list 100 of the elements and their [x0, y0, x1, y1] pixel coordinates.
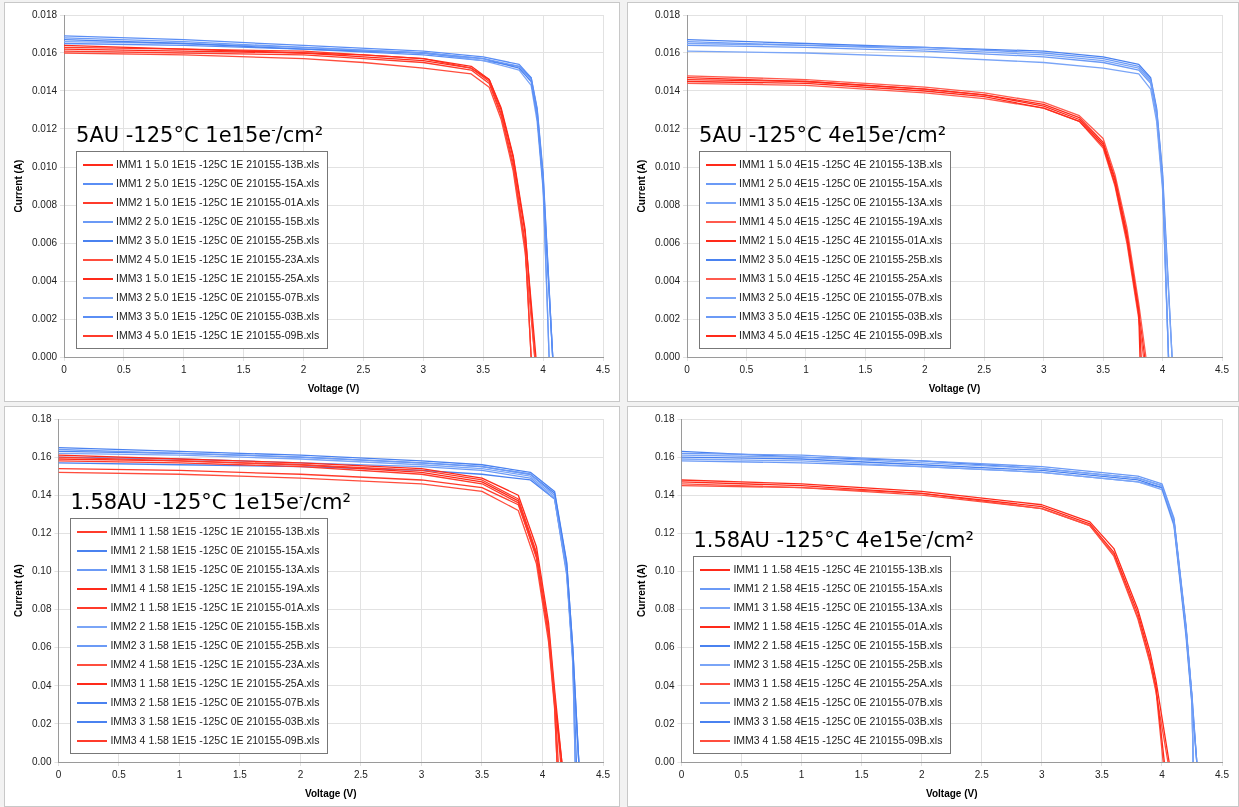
legend-label: IMM2 1 1.58 1E15 -125C 1E 210155-01A.xls	[110, 600, 320, 615]
legend-label: IMM2 4 5.0 1E15 -125C 1E 210155-23A.xls	[116, 252, 320, 267]
y-tick-label: 0.10	[654, 565, 675, 577]
x-tick-label: 2.5	[974, 768, 990, 780]
x-tick-label: 3.5	[1094, 768, 1110, 780]
y-tick-label: 0.016	[31, 46, 58, 58]
y-tick-label: 0.008	[654, 198, 681, 210]
legend-label: IMM1 2 5.0 4E15 -125C 0E 210155-15A.xls	[739, 176, 943, 191]
legend-label: IMM1 4 5.0 4E15 -125C 4E 210155-19A.xls	[739, 214, 943, 229]
x-tick-label: 4.5	[1215, 768, 1230, 780]
y-tick-label: 0.00	[31, 755, 52, 767]
legend-label: IMM3 2 1.58 1E15 -125C 0E 210155-07B.xls	[110, 695, 320, 710]
x-tick-label: 2	[918, 768, 925, 780]
y-tick-label: 0.08	[654, 603, 675, 615]
y-tick-label: 0.004	[31, 274, 58, 286]
y-tick-label: 0.02	[654, 717, 675, 729]
text: 1.58AU -125°C 1e15e$^{-}$/cm²	[70, 490, 351, 514]
x-tick-label: 3	[418, 768, 425, 780]
y-tick-label: 0.10	[31, 565, 52, 577]
y-tick-label: 0.02	[31, 717, 52, 729]
legend-label: IMM2 3 5.0 4E15 -125C 0E 210155-25B.xls	[739, 252, 943, 267]
y-tick-label: 0.04	[654, 679, 675, 691]
y-tick-label: 0.000	[654, 350, 681, 362]
x-tick-label: 2.5	[356, 363, 371, 375]
legend-label: IMM1 1 5.0 1E15 -125C 1E 210155-13B.xls	[116, 157, 320, 172]
y-tick-label: 0.014	[654, 84, 681, 96]
y-tick-label: 0.002	[654, 312, 681, 324]
legend-label: IMM3 1 1.58 4E15 -125C 4E 210155-25A.xls	[733, 676, 943, 691]
legend-label: IMM3 3 5.0 1E15 -125C 0E 210155-03B.xls	[116, 309, 320, 324]
legend-label: IMM1 1 1.58 4E15 -125C 4E 210155-13B.xls	[733, 562, 943, 577]
y-tick-label: 0.006	[654, 236, 681, 248]
legend-label: IMM3 1 1.58 1E15 -125C 1E 210155-25A.xls	[110, 676, 320, 691]
text: 5AU -125°C 4e15e$^{-}$/cm²	[699, 123, 947, 147]
legend-label: IMM2 2 5.0 1E15 -125C 0E 210155-15B.xls	[116, 214, 320, 229]
x-tick-label: 0	[61, 363, 68, 375]
x-tick-label: 3.5	[1096, 363, 1111, 375]
x-tick-label: 3	[420, 363, 427, 375]
legend-label: IMM3 3 1.58 1E15 -125C 0E 210155-03B.xls	[110, 714, 320, 729]
x-tick-label: 4.5	[596, 768, 611, 780]
legend-label: IMM3 4 1.58 1E15 -125C 1E 210155-09B.xls	[110, 733, 320, 748]
x-tick-label: 2.5	[977, 363, 992, 375]
y-tick-label: 0.018	[31, 8, 58, 20]
legend-label: IMM1 4 1.58 1E15 -125C 1E 210155-19A.xls	[110, 581, 320, 596]
legend-label: IMM2 1 5.0 1E15 -125C 1E 210155-01A.xls	[116, 195, 320, 210]
x-tick-label: 0.5	[734, 768, 749, 780]
legend-label: IMM3 3 5.0 4E15 -125C 0E 210155-03B.xls	[739, 309, 943, 324]
x-axis-title: Voltage (V)	[925, 787, 978, 799]
legend-label: IMM2 3 1.58 1E15 -125C 0E 210155-25B.xls	[110, 638, 320, 653]
y-tick-label: 0.018	[654, 8, 681, 20]
legend-label: IMM1 1 1.58 1E15 -125C 1E 210155-13B.xls	[110, 524, 320, 539]
x-tick-label: 1.5	[854, 768, 870, 780]
x-tick-label: 3.5	[475, 768, 490, 780]
legend-label: IMM1 2 5.0 1E15 -125C 0E 210155-15A.xls	[116, 176, 320, 191]
x-tick-label: 4.5	[596, 363, 611, 375]
legend-label: IMM1 3 1.58 4E15 -125C 0E 210155-13A.xls	[733, 600, 943, 615]
x-tick-label: 1.5	[233, 768, 248, 780]
legend-label: IMM1 2 1.58 1E15 -125C 0E 210155-15A.xls	[110, 543, 320, 558]
y-tick-label: 0.16	[654, 450, 675, 462]
y-tick-label: 0.06	[654, 641, 675, 653]
y-tick-label: 0.002	[31, 312, 58, 324]
x-tick-label: 4	[539, 768, 546, 780]
legend-label: IMM3 3 1.58 4E15 -125C 0E 210155-03B.xls	[733, 714, 943, 729]
y-tick-label: 0.04	[31, 679, 52, 691]
legend-label: IMM1 3 5.0 4E15 -125C 0E 210155-13A.xls	[739, 195, 943, 210]
y-tick-label: 0.16	[31, 450, 52, 462]
x-tick-label: 0.5	[116, 363, 132, 375]
y-tick-label: 0.18	[31, 412, 52, 424]
x-tick-label: 2	[297, 768, 304, 780]
y-tick-label: 0.12	[654, 527, 675, 539]
x-tick-label: 2	[300, 363, 307, 375]
x-tick-label: 0.5	[112, 768, 127, 780]
legend-label: IMM2 4 1.58 1E15 -125C 1E 210155-23A.xls	[110, 657, 320, 672]
legend-label: IMM2 1 1.58 4E15 -125C 4E 210155-01A.xls	[733, 619, 943, 634]
legend-label: IMM2 3 5.0 1E15 -125C 0E 210155-25B.xls	[116, 233, 320, 248]
legend-label: IMM3 4 1.58 4E15 -125C 4E 210155-09B.xls	[733, 733, 943, 748]
legend-label: IMM2 3 1.58 4E15 -125C 0E 210155-25B.xls	[733, 657, 943, 672]
x-tick-label: 3	[1039, 768, 1046, 780]
x-tick-label: 1	[798, 768, 805, 780]
y-tick-label: 0.004	[654, 274, 681, 286]
y-tick-label: 0.006	[31, 236, 58, 248]
x-tick-label: 2	[922, 363, 929, 375]
x-tick-label: 3	[1040, 363, 1047, 375]
legend-label: IMM3 2 5.0 1E15 -125C 0E 210155-07B.xls	[116, 290, 320, 305]
y-tick-label: 0.14	[654, 488, 675, 500]
legend-label: IMM3 4 5.0 1E15 -125C 1E 210155-09B.xls	[116, 328, 320, 343]
legend-label: IMM2 2 1.58 1E15 -125C 0E 210155-15B.xls	[110, 619, 320, 634]
y-tick-label: 0.010	[31, 160, 58, 172]
y-tick-label: 0.06	[31, 641, 52, 653]
y-axis-title: Current (A)	[635, 564, 647, 617]
x-tick-label: 4	[540, 363, 547, 375]
x-tick-label: 3.5	[476, 363, 491, 375]
x-tick-label: 1	[803, 363, 810, 375]
y-tick-label: 0.010	[654, 160, 681, 172]
x-tick-label: 0	[678, 768, 685, 780]
x-tick-label: 1	[181, 363, 188, 375]
legend-label: IMM3 2 1.58 4E15 -125C 0E 210155-07B.xls	[733, 695, 943, 710]
x-tick-label: 0	[684, 363, 691, 375]
y-tick-label: 0.18	[654, 412, 675, 424]
legend-label: IMM3 4 5.0 4E15 -125C 4E 210155-09B.xls	[739, 328, 943, 343]
y-tick-label: 0.08	[31, 603, 52, 615]
